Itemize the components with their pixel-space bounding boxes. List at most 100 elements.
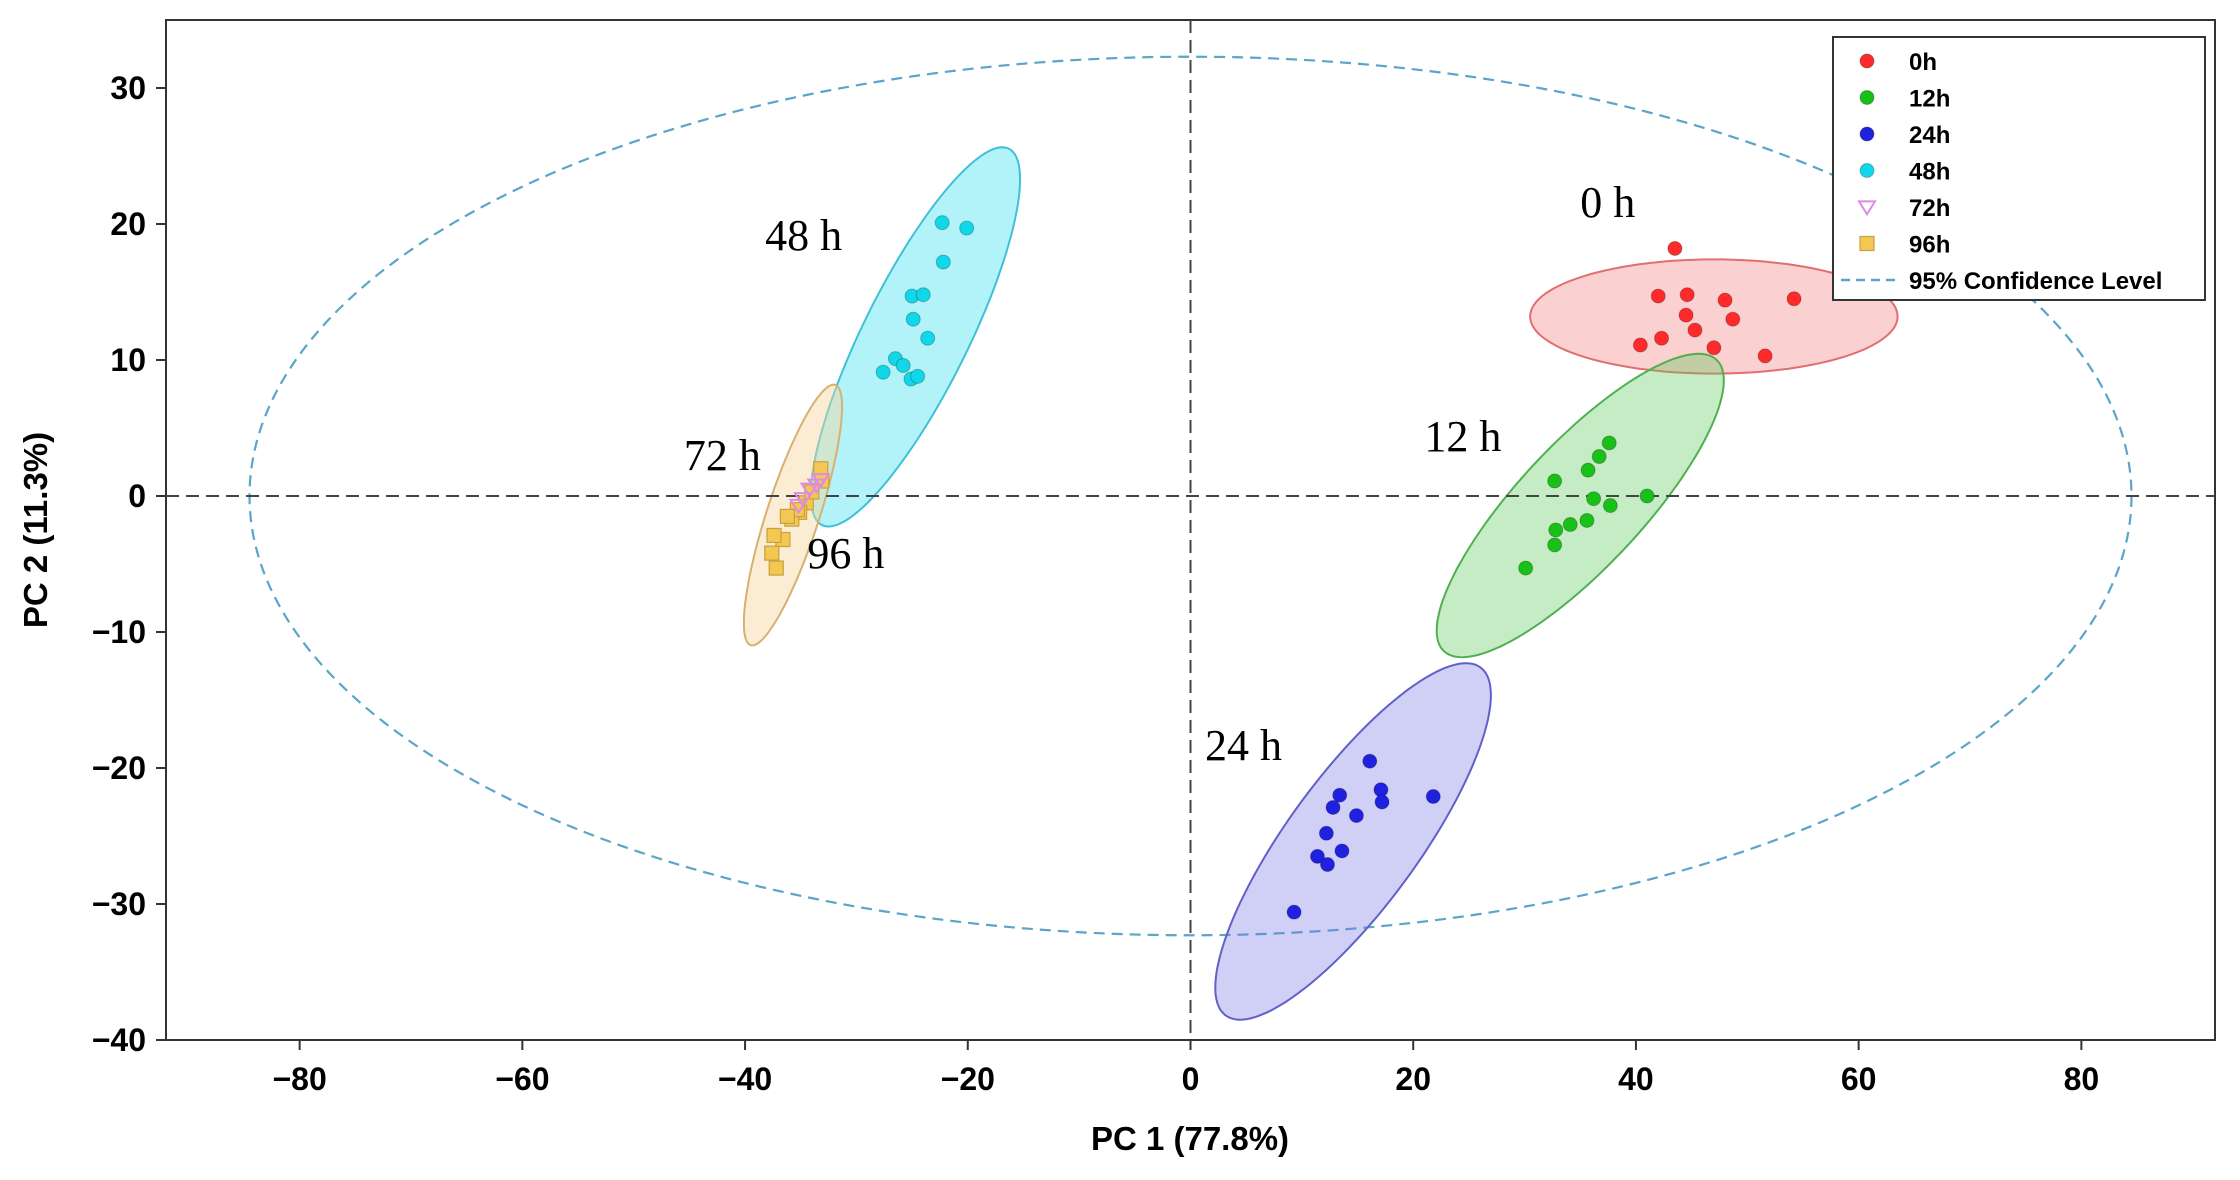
data-point-12h-7 [1602, 498, 1618, 514]
data-point-48h-5 [915, 287, 931, 303]
y-tick-label: 0 [128, 478, 146, 514]
legend-label-confidence: 95% Confidence Level [1909, 268, 2162, 295]
data-point-96h-9 [768, 560, 784, 576]
x-tick-label: 40 [1618, 1061, 1654, 1097]
data-point-0h-7 [1725, 311, 1741, 327]
legend-item-12h: 12h [1859, 86, 1950, 113]
data-point-72h-4 [810, 473, 831, 489]
data-point-72h-1 [799, 482, 820, 499]
data-point-96h-12 [779, 508, 795, 524]
legend: 0h 12h 24h 48h 72h 96h 95% Confidence Level [1832, 36, 2206, 301]
legend-label-12h: 12h [1909, 86, 1950, 113]
x-tick-label: 60 [1841, 1061, 1877, 1097]
data-point-24h-12 [1286, 904, 1302, 920]
data-point-12h-2 [1591, 449, 1607, 465]
legend-marker-48h [1859, 163, 1875, 178]
data-point-24h-7 [1348, 808, 1364, 824]
legend-item-confidence: 95% Confidence Level [1841, 268, 2162, 295]
group-label-72h: 72 h [684, 431, 761, 480]
data-point-48h-6 [905, 311, 921, 327]
data-point-12h-5 [1639, 488, 1655, 504]
data-point-96h-7 [766, 527, 782, 544]
data-point-24h-9 [1334, 843, 1350, 859]
x-tick-label: −60 [495, 1061, 549, 1097]
legend-label-72h: 72h [1909, 195, 1950, 222]
data-point-48h-9 [895, 357, 911, 373]
legend-item-72h: 72h [1857, 195, 1950, 222]
y-tick-label: −10 [92, 614, 146, 650]
data-point-24h-1 [1362, 753, 1378, 769]
data-point-0h-4 [1717, 292, 1733, 308]
x-tick-label: 20 [1395, 1061, 1431, 1097]
data-point-0h-8 [1654, 330, 1670, 346]
x-axis-title: PC 1 (77.8%) [1091, 1120, 1289, 1157]
group-ellipse-24h [1214, 662, 1492, 1021]
group-label-0h: 0 h [1580, 178, 1635, 227]
data-point-12h-3 [1580, 462, 1596, 478]
legend-item-0h: 0h [1859, 49, 1937, 76]
data-point-24h-4 [1332, 787, 1348, 803]
group-ellipse-48h [809, 146, 1022, 528]
group-label-48h: 48 h [765, 211, 842, 260]
legend-marker-96h [1859, 235, 1875, 252]
group-label-96h: 96 h [807, 529, 884, 578]
data-point-12h-9 [1562, 517, 1578, 533]
data-point-0h-6 [1678, 307, 1694, 323]
legend-marker-72h [1857, 200, 1877, 217]
y-tick-label: −20 [92, 750, 146, 786]
data-point-0h-5 [1786, 291, 1802, 307]
legend-label-0h: 0h [1909, 49, 1937, 76]
data-point-12h-10 [1548, 522, 1564, 538]
data-point-24h-5 [1374, 794, 1390, 810]
x-tick-label: 80 [2064, 1061, 2100, 1097]
data-point-24h-6 [1325, 799, 1341, 815]
data-point-0h-11 [1706, 340, 1722, 356]
group-ellipse-0h [1529, 258, 1899, 375]
x-tick-label: −80 [272, 1061, 326, 1097]
data-point-48h-1 [934, 215, 950, 231]
data-point-0h-1 [1667, 240, 1683, 256]
y-tick-label: 10 [110, 342, 146, 378]
data-point-12h-6 [1586, 491, 1602, 507]
x-tick-label: −20 [941, 1061, 995, 1097]
legend-label-24h: 24h [1909, 122, 1950, 149]
data-point-24h-8 [1318, 825, 1334, 841]
data-point-12h-11 [1547, 537, 1563, 553]
data-point-0h-12 [1757, 348, 1773, 364]
data-point-48h-7 [920, 330, 936, 346]
group-ellipse-12h [1435, 352, 1725, 659]
legend-label-96h: 96h [1909, 232, 1950, 259]
legend-marker-12h [1859, 90, 1875, 105]
legend-item-96h: 96h [1859, 232, 1950, 259]
legend-marker-0h [1859, 53, 1875, 69]
y-tick-label: 20 [110, 206, 146, 242]
data-point-24h-3 [1425, 789, 1441, 805]
data-point-0h-2 [1650, 288, 1666, 304]
x-tick-label: 0 [1182, 1061, 1200, 1097]
data-point-48h-3 [935, 254, 951, 270]
legend-marker-24h [1859, 126, 1875, 142]
data-point-48h-12 [910, 368, 926, 384]
data-point-96h-8 [764, 545, 780, 561]
data-point-12h-12 [1518, 560, 1534, 576]
data-point-0h-3 [1679, 287, 1695, 303]
legend-item-24h: 24h [1859, 122, 1950, 149]
data-point-48h-10 [875, 364, 891, 380]
data-point-72h-5 [788, 498, 809, 515]
x-tick-label: −40 [718, 1061, 772, 1097]
data-point-0h-9 [1687, 322, 1703, 338]
y-axis-title: PC 2 (11.3%) [17, 432, 54, 628]
legend-item-48h: 48h [1859, 159, 1950, 186]
data-point-24h-11 [1319, 857, 1335, 873]
data-point-24h-10 [1309, 848, 1325, 864]
data-point-12h-4 [1547, 473, 1563, 489]
group-label-24h: 24 h [1205, 721, 1282, 770]
group-label-12h: 12 h [1424, 412, 1501, 461]
y-tick-label: −40 [92, 1022, 146, 1058]
legend-label-48h: 48h [1909, 159, 1950, 186]
y-tick-label: −30 [92, 886, 146, 922]
data-point-12h-8 [1579, 512, 1595, 528]
data-point-0h-10 [1632, 337, 1648, 353]
data-point-48h-2 [959, 220, 975, 236]
y-tick-label: 30 [110, 70, 146, 106]
